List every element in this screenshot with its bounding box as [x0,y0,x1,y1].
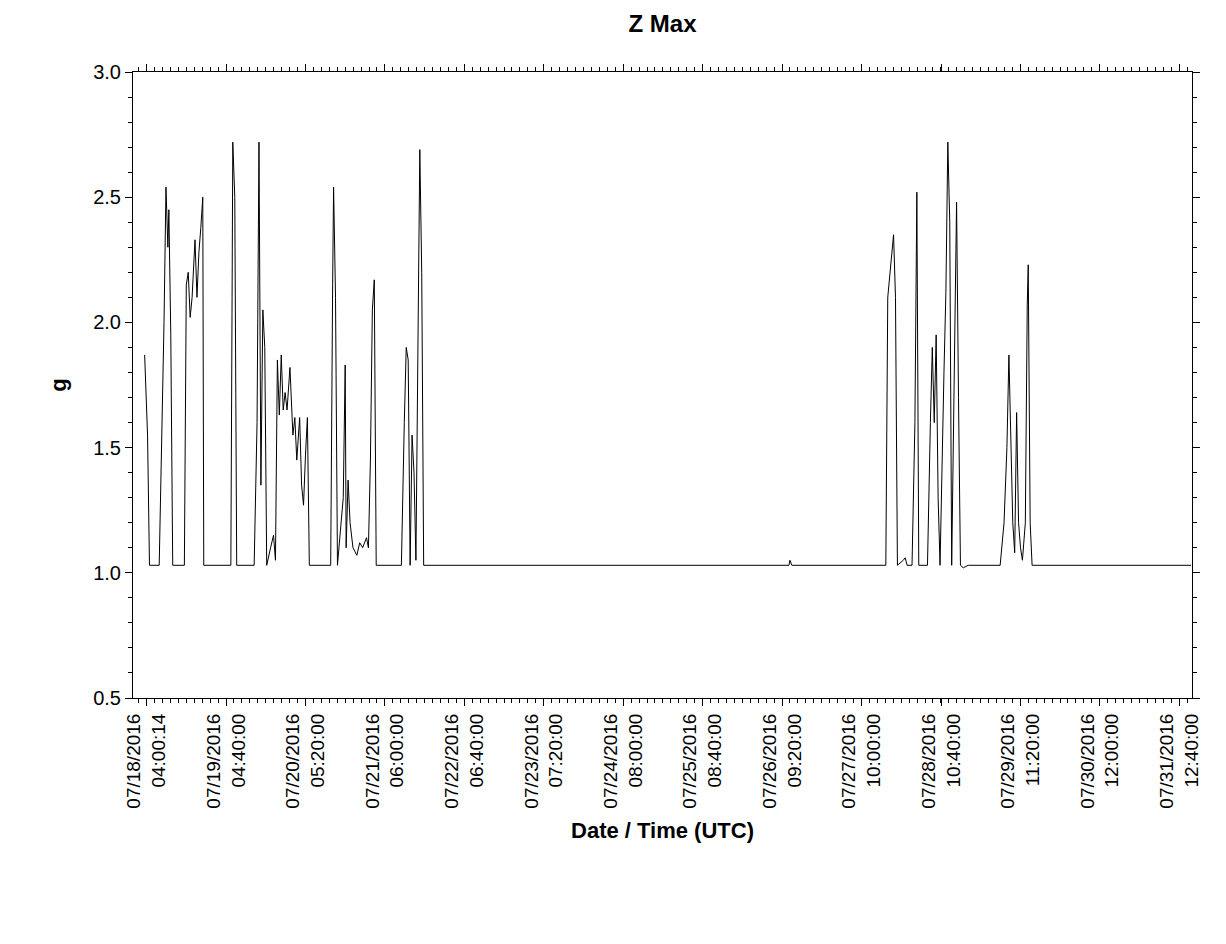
svg-text:2.5: 2.5 [93,186,121,208]
svg-text:07/21/201606:00:00: 07/21/201606:00:00 [362,714,408,809]
svg-text:07/25/201608:40:00: 07/25/201608:40:00 [680,714,726,809]
svg-text:07/29/201611:20:00: 07/29/201611:20:00 [997,714,1043,809]
svg-text:1.0: 1.0 [93,562,121,584]
svg-text:07/26/201609:20:00: 07/26/201609:20:00 [759,714,805,809]
svg-text:07/31/201612:40:00: 07/31/201612:40:00 [1156,714,1202,809]
svg-text:2.0: 2.0 [93,311,121,333]
svg-text:07/23/201607:20:00: 07/23/201607:20:00 [521,714,567,809]
svg-text:0.5: 0.5 [93,687,121,709]
svg-text:07/19/201604:40:00: 07/19/201604:40:00 [203,714,249,809]
svg-text:07/22/201606:40:00: 07/22/201606:40:00 [441,714,487,809]
svg-text:07/30/201612:00:00: 07/30/201612:00:00 [1077,714,1123,809]
svg-text:07/18/201604:00:14: 07/18/201604:00:14 [123,713,169,809]
svg-text:07/27/201610:00:00: 07/27/201610:00:00 [838,714,884,809]
svg-text:07/20/201605:20:00: 07/20/201605:20:00 [282,714,328,809]
svg-text:07/24/201608:00:00: 07/24/201608:00:00 [600,714,646,809]
svg-text:1.5: 1.5 [93,437,121,459]
svg-text:3.0: 3.0 [93,61,121,83]
svg-text:07/28/201610:40:00: 07/28/201610:40:00 [918,714,964,809]
svg-text:Z Max: Z Max [628,10,697,37]
svg-text:Date / Time (UTC): Date / Time (UTC) [571,818,754,843]
svg-text:g: g [46,378,71,391]
